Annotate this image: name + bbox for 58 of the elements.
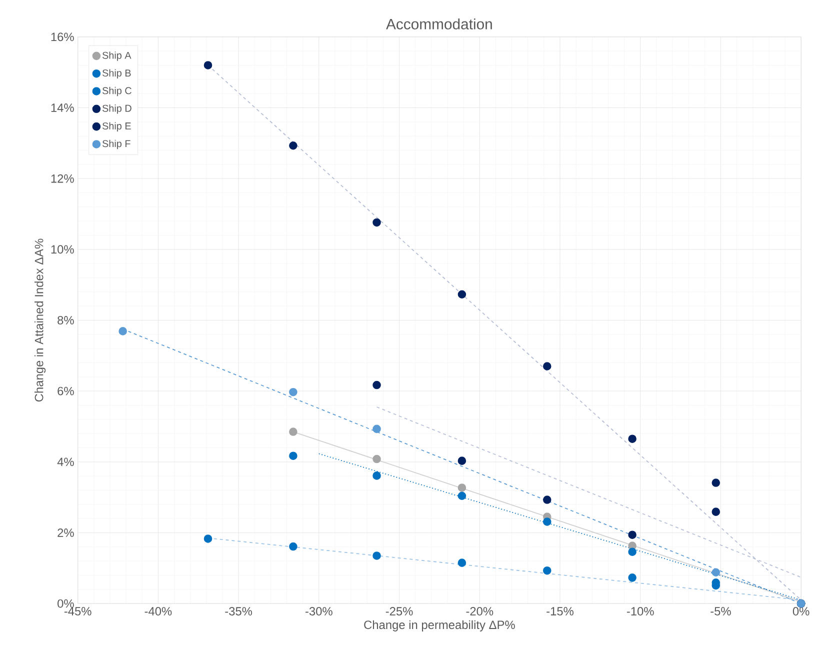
point xyxy=(372,380,381,389)
point xyxy=(458,290,466,298)
chart-title: Accommodation xyxy=(386,18,492,30)
point xyxy=(458,492,466,500)
point xyxy=(289,452,298,460)
y-tick-label: 6% xyxy=(58,386,74,396)
point xyxy=(542,495,552,504)
point xyxy=(628,530,636,539)
point xyxy=(712,478,720,487)
y-tick-label: 14% xyxy=(51,103,74,112)
y-axis-title: Change in Attained Index ΔA% xyxy=(34,238,46,402)
y-tick-label: 0% xyxy=(58,599,74,608)
point xyxy=(628,573,636,582)
x-tick-label: -25% xyxy=(386,606,413,616)
point xyxy=(458,483,466,492)
legend-label: Ship F xyxy=(102,140,130,149)
point xyxy=(118,326,127,336)
legend-label: Ship E xyxy=(102,122,131,132)
y-tick-label: 10% xyxy=(51,244,74,254)
y-tick-label: 8% xyxy=(58,316,74,324)
point xyxy=(458,558,466,567)
point xyxy=(712,507,720,516)
point xyxy=(628,548,636,556)
point xyxy=(372,471,381,480)
point xyxy=(372,424,381,433)
x-tick-label: -15% xyxy=(546,606,574,616)
x-tick-label: 0% xyxy=(792,606,810,616)
point xyxy=(542,517,552,526)
point xyxy=(372,454,381,463)
point xyxy=(204,60,212,70)
y-tick-label: 4% xyxy=(57,458,74,466)
x-tick-label: -40% xyxy=(144,606,172,616)
point xyxy=(542,566,552,575)
point xyxy=(372,551,381,560)
legend-label: Ship D xyxy=(102,104,132,114)
point xyxy=(289,542,298,550)
x-tick-label: -35% xyxy=(225,606,252,616)
point xyxy=(204,534,212,543)
point xyxy=(372,218,381,226)
x-tick-label: -30% xyxy=(306,606,332,616)
point xyxy=(289,141,298,150)
x-tick-label: -5% xyxy=(710,606,731,616)
y-tick-label: 12% xyxy=(51,174,74,183)
x-tick-label: -20% xyxy=(466,606,494,616)
point xyxy=(289,427,298,436)
point xyxy=(712,568,720,576)
point xyxy=(458,456,466,465)
y-tick-label: 2% xyxy=(58,528,74,537)
y-tick-label: 16% xyxy=(51,32,74,41)
point xyxy=(289,388,298,396)
x-axis-title: Change in permeability ΔP% xyxy=(364,620,515,632)
legend-label: Ship B xyxy=(102,69,131,78)
point xyxy=(628,434,636,443)
legend-label: Ship A xyxy=(102,51,132,61)
point xyxy=(542,362,552,370)
x-tick-label: -10% xyxy=(626,606,654,616)
x-tick-label: -45% xyxy=(64,606,92,616)
legend-label: Ship C xyxy=(102,86,132,96)
